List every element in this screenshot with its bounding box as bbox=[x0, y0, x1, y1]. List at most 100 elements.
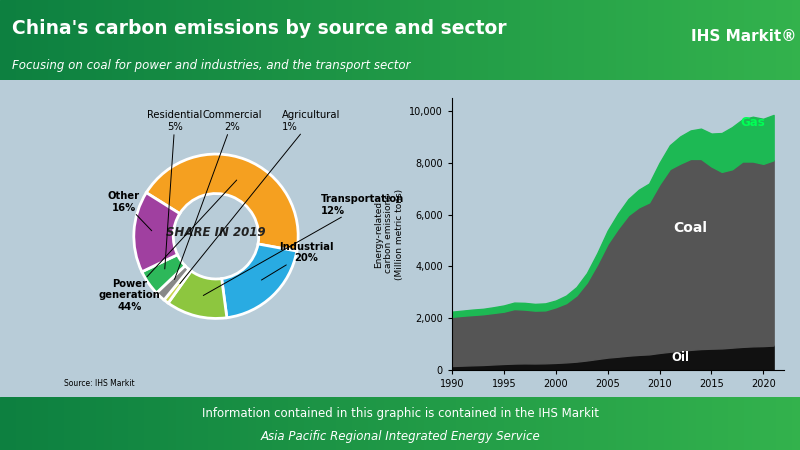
Bar bbox=[208, 397, 216, 450]
Bar bbox=[400, 397, 408, 450]
Bar bbox=[656, 397, 664, 450]
Bar bbox=[720, 397, 728, 450]
Wedge shape bbox=[168, 271, 227, 319]
Bar bbox=[384, 0, 392, 80]
Y-axis label: Energy-related
carbon emissions
(Million metric tons): Energy-related carbon emissions (Million… bbox=[374, 189, 404, 279]
Bar bbox=[480, 397, 488, 450]
Bar bbox=[224, 397, 232, 450]
Bar bbox=[280, 0, 288, 80]
Text: Other
16%: Other 16% bbox=[108, 191, 152, 231]
Text: Information contained in this graphic is contained in the IHS Markit: Information contained in this graphic is… bbox=[202, 407, 598, 420]
Bar bbox=[536, 0, 544, 80]
Bar bbox=[432, 397, 440, 450]
Bar bbox=[352, 0, 360, 80]
Bar bbox=[480, 0, 488, 80]
Bar bbox=[448, 397, 456, 450]
Bar bbox=[48, 397, 56, 450]
Bar bbox=[280, 397, 288, 450]
Bar bbox=[680, 0, 688, 80]
Bar bbox=[456, 0, 464, 80]
Bar bbox=[432, 0, 440, 80]
Bar bbox=[592, 0, 600, 80]
Bar bbox=[368, 397, 376, 450]
Bar bbox=[696, 397, 704, 450]
Bar bbox=[112, 397, 120, 450]
Bar bbox=[576, 397, 584, 450]
Bar bbox=[296, 397, 304, 450]
Bar bbox=[344, 397, 352, 450]
Bar bbox=[128, 397, 136, 450]
Bar bbox=[56, 397, 64, 450]
Bar bbox=[248, 0, 256, 80]
Bar bbox=[0, 397, 8, 450]
Bar bbox=[152, 397, 160, 450]
Wedge shape bbox=[164, 270, 191, 303]
Bar bbox=[48, 0, 56, 80]
Bar bbox=[408, 397, 416, 450]
Bar bbox=[608, 0, 616, 80]
Bar bbox=[368, 0, 376, 80]
Wedge shape bbox=[142, 255, 185, 293]
Text: Asia Pacific Regional Integrated Energy Service: Asia Pacific Regional Integrated Energy … bbox=[260, 430, 540, 443]
Bar bbox=[688, 397, 696, 450]
Wedge shape bbox=[222, 244, 297, 318]
Bar bbox=[336, 397, 344, 450]
Bar bbox=[408, 0, 416, 80]
Bar bbox=[256, 0, 264, 80]
Bar bbox=[456, 397, 464, 450]
Bar bbox=[744, 397, 752, 450]
Bar bbox=[96, 397, 104, 450]
Bar bbox=[88, 0, 96, 80]
Bar bbox=[200, 397, 208, 450]
Bar bbox=[240, 397, 248, 450]
Bar bbox=[416, 0, 424, 80]
Bar bbox=[304, 397, 312, 450]
Bar bbox=[192, 0, 200, 80]
Bar bbox=[472, 397, 480, 450]
Bar bbox=[568, 0, 576, 80]
Bar bbox=[216, 0, 224, 80]
Bar bbox=[752, 0, 760, 80]
Bar bbox=[320, 397, 328, 450]
Bar bbox=[720, 0, 728, 80]
Text: IHS Markit®: IHS Markit® bbox=[691, 28, 797, 44]
Bar bbox=[776, 397, 784, 450]
Bar bbox=[512, 0, 520, 80]
Bar bbox=[552, 0, 560, 80]
Bar bbox=[472, 0, 480, 80]
Bar bbox=[32, 397, 40, 450]
Bar bbox=[568, 397, 576, 450]
Bar bbox=[424, 397, 432, 450]
Bar bbox=[64, 397, 72, 450]
Bar bbox=[96, 0, 104, 80]
Bar bbox=[392, 0, 400, 80]
Bar bbox=[304, 0, 312, 80]
Bar bbox=[504, 397, 512, 450]
Text: China's carbon emissions by source and sector: China's carbon emissions by source and s… bbox=[12, 19, 506, 38]
Bar bbox=[296, 0, 304, 80]
Bar bbox=[592, 397, 600, 450]
Bar bbox=[624, 397, 632, 450]
Bar bbox=[688, 0, 696, 80]
Bar bbox=[600, 397, 608, 450]
Bar bbox=[16, 0, 24, 80]
Bar bbox=[512, 397, 520, 450]
Bar bbox=[544, 0, 552, 80]
Bar bbox=[664, 0, 672, 80]
Bar bbox=[712, 0, 720, 80]
Bar bbox=[312, 0, 320, 80]
Bar bbox=[768, 397, 776, 450]
Text: Commercial
2%: Commercial 2% bbox=[174, 110, 262, 279]
Wedge shape bbox=[134, 193, 180, 272]
Bar bbox=[584, 0, 592, 80]
Bar bbox=[120, 0, 128, 80]
Bar bbox=[24, 0, 32, 80]
Bar bbox=[632, 0, 640, 80]
Bar bbox=[576, 0, 584, 80]
Bar bbox=[80, 0, 88, 80]
Bar bbox=[696, 0, 704, 80]
Bar bbox=[784, 397, 792, 450]
Bar bbox=[344, 0, 352, 80]
Bar bbox=[168, 0, 176, 80]
Bar bbox=[40, 0, 48, 80]
